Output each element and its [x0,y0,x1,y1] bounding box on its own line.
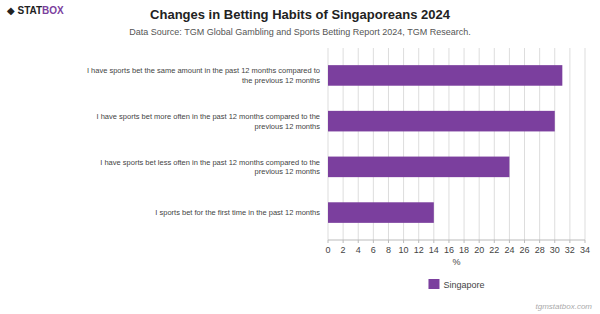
x-tick-label: 18 [459,245,469,255]
bars [328,65,562,223]
x-axis-label: % [452,257,460,267]
y-tick-label-line: previous 12 months [255,122,321,131]
legend-label: Singapore [443,280,484,290]
x-tick-label: 6 [371,245,376,255]
x-tick-label: 10 [399,245,409,255]
x-tick-label: 16 [444,245,454,255]
x-tick-label: 26 [520,245,530,255]
x-tick-label: 12 [414,245,424,255]
logo-text: BOX [42,5,64,16]
y-tick-label-line: previous 12 months [255,167,321,176]
y-tick-labels: I sports bet for the first time in the p… [87,66,320,217]
legend-swatch [428,279,439,289]
grid-line [569,48,570,240]
title: Changes in Betting Habits of Singaporean… [150,7,451,22]
x-tick-label: 2 [341,245,346,255]
x-tick-label: 14 [429,245,439,255]
grid [328,48,585,240]
x-tick-label: 24 [504,245,514,255]
y-tick-label-line: I have sports bet the same amount in the… [87,66,320,75]
x-tick-label: 34 [580,245,590,255]
y-tick-label: I have sports bet the same amount in the… [87,66,320,85]
x-tick-label: 8 [386,245,391,255]
watermark: tgmstatbox.com [536,302,593,311]
y-tick-label: I have sports bet less often in the past… [100,158,320,177]
y-tick-label: I sports bet for the first time in the p… [155,208,320,217]
y-tick-label: I have sports bet more often in the past… [97,112,321,131]
x-axis-line [328,240,585,241]
bar [328,157,509,178]
logo-text: ◆ STAT [7,5,42,16]
x-tick-label: 20 [474,245,484,255]
subtitle: Data Source: TGM Global Gambling and Spo… [129,27,470,37]
grid-line [585,48,586,240]
x-tick-label: 4 [356,245,361,255]
x-ticks: 0246810121416182022242628303234 [325,240,590,255]
x-tick-label: 28 [535,245,545,255]
x-tick-label: 32 [565,245,575,255]
y-tick-label-line: I sports bet for the first time in the p… [155,208,320,217]
x-tick-label: 30 [550,245,560,255]
bar [328,202,434,223]
y-tick-label-line: the previous 12 months [242,76,320,85]
y-tick-label-line: I have sports bet less often in the past… [100,158,320,167]
legend: Singapore [428,279,484,290]
x-tick-label: 22 [489,245,499,255]
y-tick-label-line: I have sports bet more often in the past… [97,112,320,121]
chart: Changes in Betting Habits of Singaporean… [0,0,600,314]
bar [328,111,555,132]
x-tick-label: 0 [325,245,330,255]
bar [328,65,562,86]
